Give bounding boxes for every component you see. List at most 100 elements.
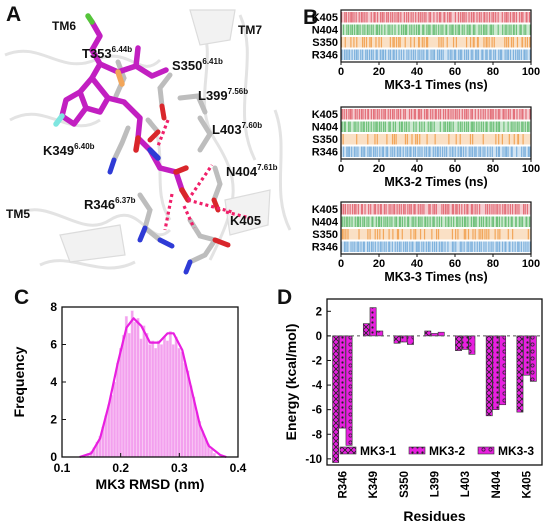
energy-bar — [338, 335, 346, 429]
histogram-bar — [116, 363, 120, 458]
raster-xtick-label: 0 — [338, 163, 344, 175]
raster-xtick-label: 80 — [487, 163, 499, 175]
energy-bar — [369, 307, 377, 337]
raster-frame — [340, 201, 532, 255]
histogram-bar — [113, 381, 117, 458]
energy-ytick-label: -4 — [312, 380, 323, 392]
raster-row-label: K405 — [312, 204, 338, 216]
raster-row-label: R346 — [312, 242, 338, 254]
raster-xtick-label: 60 — [449, 163, 461, 175]
energy-ytick-label: -6 — [312, 405, 322, 417]
histogram-bar — [133, 321, 137, 458]
panel-letter-a: A — [6, 3, 22, 26]
histogram-xtick-label: 0.1 — [54, 461, 71, 475]
legend-swatch — [477, 446, 495, 455]
histogram-bar — [183, 363, 187, 458]
histogram-bar — [180, 351, 184, 458]
raster-frame — [340, 106, 532, 160]
energy-bar — [523, 335, 531, 376]
raster-row-label: S350 — [312, 37, 338, 49]
panel-letter-d: D — [277, 286, 293, 309]
helix-cartoon-fill — [59, 9, 271, 263]
raster-xtick-label: 60 — [449, 258, 461, 270]
energy-bar — [516, 335, 524, 413]
hydrogen-bonds — [156, 119, 251, 231]
legend-swatch — [408, 446, 426, 455]
energy-bar — [455, 335, 462, 351]
energy-bar — [492, 335, 500, 410]
raster-xtick-label: 100 — [522, 66, 540, 78]
histogram-xtick-label: 0.3 — [171, 461, 188, 475]
energy-bar — [468, 335, 476, 355]
ligand-heteroatoms — [53, 13, 191, 203]
energy-xtick-label: L403 — [460, 471, 472, 497]
raster-row-background — [341, 216, 531, 227]
label-k405: K405 — [230, 213, 261, 228]
energy-bar — [393, 335, 401, 344]
panel-d-energy-bars: R346 K349 S350 L399 L403 N404 K405 2 0 -2 -4 -6 -8 -1… — [283, 298, 543, 524]
legend-label: MK3-2 — [429, 444, 465, 458]
label-n404: N4047.61b — [226, 163, 278, 179]
histogram-xtick-label: 0.2 — [112, 461, 129, 475]
energy-xtick-label: K405 — [522, 470, 534, 498]
raster-row-label: S350 — [312, 229, 338, 241]
label-r346: R3466.37b — [84, 196, 136, 212]
raster-row-label: S350 — [312, 134, 338, 146]
raster-xlabel: MK3-2 Times (ns) — [384, 175, 487, 189]
histogram-ylabel: Frequency — [11, 346, 27, 417]
label-l399: L3997.56b — [198, 87, 248, 103]
label-s350: S3506.41b — [172, 57, 223, 73]
raster-row-label: N404 — [312, 217, 339, 229]
energy-xtick-label: S350 — [399, 471, 411, 498]
raster-xtick-label: 20 — [373, 66, 385, 78]
raster-row-background — [341, 12, 531, 23]
histogram-bar — [145, 333, 149, 458]
raster-xtick-label: 60 — [449, 66, 461, 78]
panel-a-structure: TM6 TM7 TM5 T3536.44b S3506.41b L3997.56… — [4, 9, 292, 275]
histogram-ytick-label: 4 — [50, 375, 57, 389]
raster-xtick-label: 100 — [522, 163, 540, 175]
histogram-bar — [154, 348, 158, 458]
histogram-bar — [160, 344, 163, 458]
histogram-xtick-label: 0.4 — [230, 461, 247, 475]
energy-ytick-label: -8 — [312, 429, 323, 441]
raster-row-background — [341, 146, 531, 157]
residue-heteroatoms — [107, 103, 231, 275]
raster-xlabel: MK3-3 Times (ns) — [384, 270, 487, 284]
histogram-ytick-label: 8 — [50, 300, 57, 314]
raster-row-background — [341, 134, 531, 145]
energy-ylabel: Energy (kcal/mol) — [283, 324, 299, 441]
raster-row-label: K405 — [312, 12, 338, 24]
energy-bar — [499, 335, 507, 406]
histogram-bar — [139, 338, 143, 458]
label-tm7: TM7 — [238, 23, 262, 37]
histogram-bar — [162, 336, 166, 458]
raster-xtick-label: 80 — [487, 258, 499, 270]
histogram-ytick-label: 2 — [50, 413, 57, 427]
histogram-ytick-label: 0 — [50, 450, 57, 464]
histogram-bar — [157, 340, 161, 458]
energy-bar — [332, 335, 340, 463]
energy-bar — [485, 335, 493, 417]
raster-xtick-label: 20 — [373, 258, 385, 270]
energy-ytick-label: 2 — [316, 306, 322, 318]
raster-xtick-label: 0 — [338, 66, 344, 78]
energy-bar — [461, 335, 469, 350]
label-tm6: TM6 — [52, 19, 76, 33]
energy-xlabel: Residues — [403, 508, 465, 524]
raster-row-label: R346 — [312, 50, 338, 62]
histogram-bar — [110, 394, 114, 458]
histogram-xlabel: MK3 RMSD (nm) — [96, 476, 205, 492]
raster-row-label: R346 — [312, 147, 338, 159]
histogram-bar — [121, 334, 125, 458]
raster-xtick-label: 80 — [487, 66, 499, 78]
raster-row-background — [341, 49, 531, 60]
raster-row-label: N404 — [312, 25, 339, 37]
histogram-bar — [209, 449, 213, 458]
energy-bar — [376, 330, 384, 337]
raster-xtick-label: 20 — [373, 163, 385, 175]
energy-bar — [431, 333, 438, 337]
histogram-bar — [130, 310, 134, 458]
histogram-bar — [124, 316, 128, 458]
